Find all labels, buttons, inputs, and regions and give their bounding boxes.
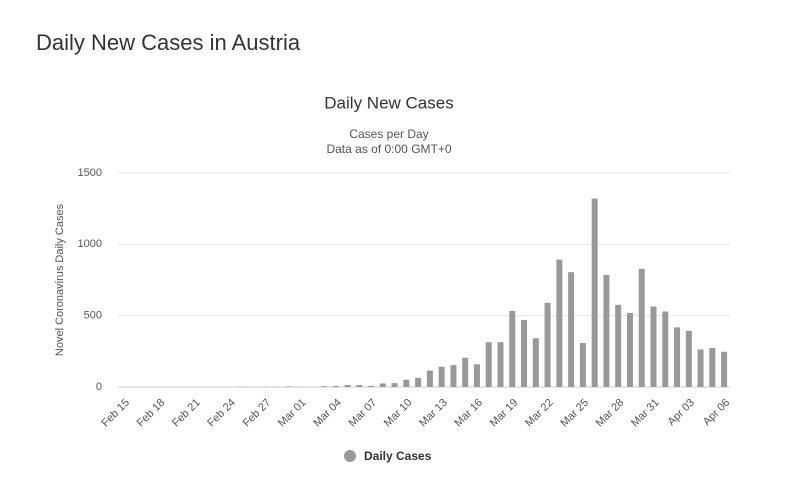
bar: [380, 383, 386, 387]
bar: [651, 307, 657, 387]
x-tick-label: Mar 01: [276, 397, 309, 430]
x-tick-label: Mar 22: [523, 397, 556, 430]
x-tick-label: Mar 04: [311, 397, 344, 430]
y-tick-label: 0: [96, 381, 102, 393]
x-tick-label: Mar 31: [629, 397, 662, 430]
x-tick-label: Feb 24: [205, 397, 238, 430]
bar: [580, 343, 586, 387]
bar: [603, 275, 609, 387]
bar: [521, 320, 527, 387]
bar: [345, 385, 351, 387]
chart-subtitle: Data as of 0:00 GMT+0: [326, 142, 451, 156]
bar: [427, 371, 433, 387]
x-tick-label: Mar 28: [594, 397, 627, 430]
x-tick-label: Feb 27: [241, 397, 274, 430]
x-tick-label: Feb 21: [170, 397, 203, 430]
x-tick-label: Mar 19: [488, 397, 521, 430]
bar: [568, 272, 574, 387]
y-tick-label: 1500: [78, 167, 102, 179]
bar: [368, 386, 374, 387]
bar: [321, 386, 327, 387]
bar: [415, 378, 421, 387]
x-tick-label: Mar 10: [382, 397, 415, 430]
chart-title: Daily New Cases: [324, 93, 453, 112]
page-title: Daily New Cases in Austria: [36, 30, 301, 55]
bar: [592, 199, 598, 387]
x-tick-label: Apr 03: [666, 397, 697, 428]
legend-marker: [344, 450, 356, 462]
bar: [450, 365, 456, 387]
x-tick-label: Mar 13: [417, 397, 450, 430]
y-tick-label: 1000: [78, 238, 102, 250]
chart-subtitle: Cases per Day: [349, 127, 428, 141]
bar: [674, 327, 680, 387]
x-tick-label: Apr 06: [701, 397, 732, 428]
bar: [498, 342, 504, 387]
bar: [439, 367, 445, 387]
legend-label: Daily Cases: [364, 449, 432, 463]
bar: [403, 380, 409, 387]
bar: [662, 312, 668, 387]
bar: [556, 260, 562, 387]
x-tick-label: Mar 07: [347, 397, 380, 430]
bar: [686, 331, 692, 387]
bar: [709, 348, 715, 387]
y-tick-label: 500: [84, 310, 102, 322]
bar: [333, 386, 339, 387]
bar: [462, 358, 468, 387]
bar: [639, 269, 645, 387]
x-tick-label: Feb 18: [135, 397, 168, 430]
bar: [721, 352, 727, 387]
bar: [533, 338, 539, 387]
bar: [474, 364, 480, 387]
bar: [545, 303, 551, 387]
x-tick-label: Mar 16: [452, 397, 485, 430]
bar: [615, 305, 621, 387]
bar: [392, 383, 398, 387]
bar: [286, 386, 292, 387]
bar: [486, 342, 492, 387]
bar: [627, 313, 633, 387]
bar: [356, 385, 362, 387]
y-axis-label: Novel Coronavirus Daily Cases: [54, 203, 66, 356]
x-tick-label: Feb 15: [99, 397, 132, 430]
bar: [698, 349, 704, 387]
bar: [509, 311, 515, 387]
x-tick-label: Mar 25: [558, 397, 591, 430]
